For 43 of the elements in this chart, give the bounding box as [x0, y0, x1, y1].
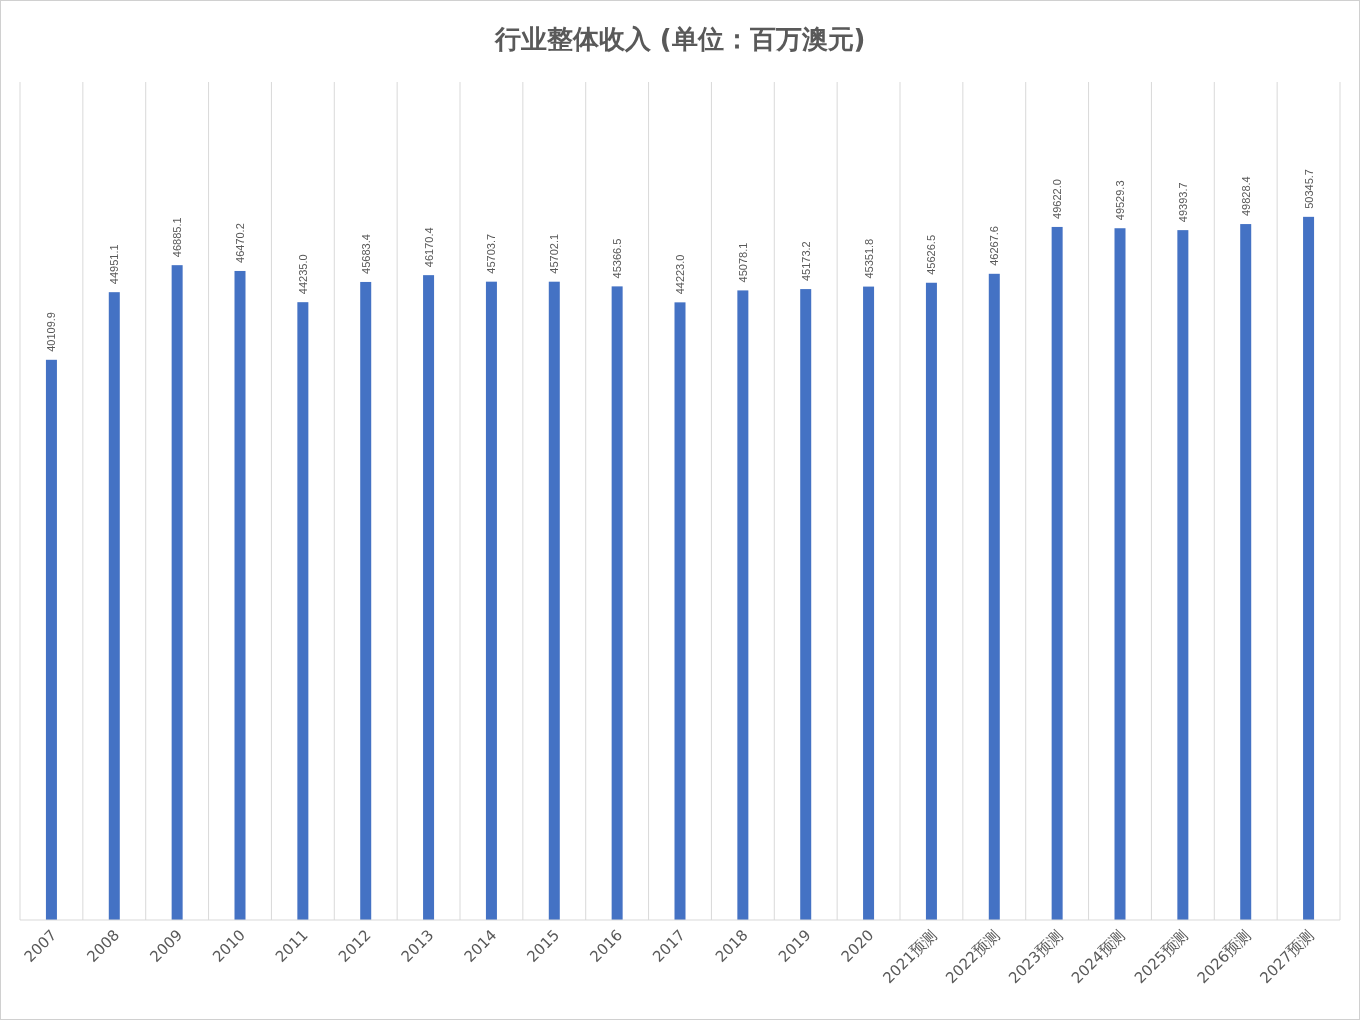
data-label: 40109.9 [45, 312, 58, 352]
data-label: 44223.0 [674, 254, 686, 295]
bar [485, 281, 497, 920]
data-label: 45626.5 [925, 234, 938, 275]
data-label: 46267.6 [988, 226, 1001, 266]
bar [1051, 226, 1063, 920]
bar [1240, 224, 1252, 920]
data-label: 46170.4 [422, 227, 435, 268]
bar [548, 281, 560, 920]
data-label: 49529.3 [1114, 180, 1126, 221]
bar [863, 286, 875, 920]
bar [1303, 216, 1315, 920]
bar [360, 281, 372, 920]
bar [45, 359, 57, 920]
data-label: 45366.5 [611, 238, 624, 279]
data-label: 46470.2 [234, 223, 246, 263]
data-label: 50345.7 [1302, 169, 1315, 209]
bar [737, 290, 749, 920]
bar [1177, 230, 1189, 920]
data-label: 45351.8 [862, 238, 875, 279]
bar [1114, 228, 1126, 920]
data-label: 49393.7 [1176, 182, 1189, 223]
bar [674, 302, 686, 920]
chart-title: 行业整体收入 (单位：百万澳元) [493, 24, 866, 54]
data-label: 45703.7 [485, 233, 498, 274]
data-label: 49828.4 [1239, 176, 1252, 217]
bar [800, 289, 812, 920]
bar [925, 282, 937, 920]
data-label: 45078.1 [736, 242, 749, 283]
bar [234, 270, 246, 920]
data-label: 49622.0 [1051, 179, 1064, 219]
data-label: 45683.4 [359, 234, 372, 274]
bar [423, 275, 435, 920]
bar [108, 292, 120, 920]
data-label: 45173.2 [799, 241, 812, 282]
bar [611, 286, 623, 920]
data-label: 44951.1 [108, 244, 121, 285]
bar [171, 265, 183, 920]
bar [988, 273, 1000, 920]
data-label: 46885.1 [171, 217, 184, 258]
bar [297, 302, 309, 920]
data-label: 44235.0 [296, 254, 309, 295]
data-label: 45702.1 [548, 233, 561, 274]
